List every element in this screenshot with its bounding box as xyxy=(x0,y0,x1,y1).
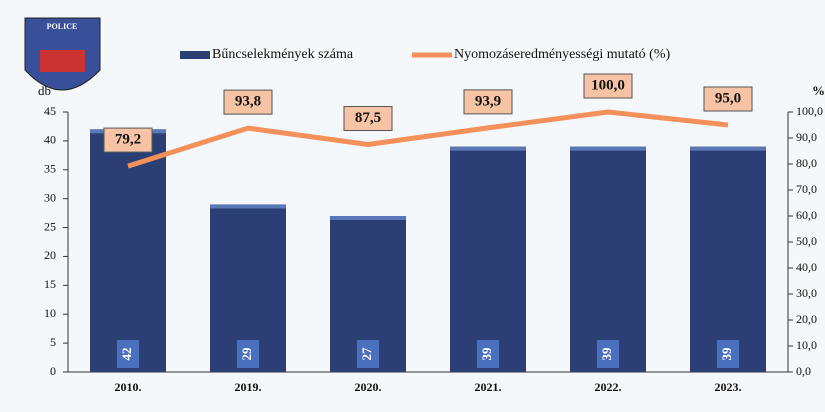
y-tick-label: 30 xyxy=(44,190,56,204)
x-tick-label: 2019. xyxy=(235,380,262,394)
y-axis-label: db xyxy=(38,83,51,98)
logo-stripe xyxy=(40,50,85,72)
line-label: 100,0 xyxy=(591,77,625,93)
y2-tick-label: 10,0 xyxy=(796,338,817,352)
x-tick-label: 2020. xyxy=(355,380,382,394)
y2-tick-label: 70,0 xyxy=(796,182,817,196)
y-tick-label: 45 xyxy=(44,104,56,118)
bar-label: 27 xyxy=(359,347,374,361)
y-tick-label: 40 xyxy=(44,133,56,147)
x-tick-label: 2023. xyxy=(715,380,742,394)
y2-axis-label: % xyxy=(812,83,825,98)
line-label: 93,8 xyxy=(235,94,261,110)
logo-text: POLICE xyxy=(47,22,78,31)
y2-tick-label: 40,0 xyxy=(796,260,817,274)
y2-tick-label: 0,0 xyxy=(796,364,811,378)
y-tick-label: 0 xyxy=(50,364,56,378)
line-label: 95,0 xyxy=(715,90,741,106)
y-tick-label: 15 xyxy=(44,277,56,291)
y-tick-label: 25 xyxy=(44,219,56,233)
line-label: 87,5 xyxy=(355,110,381,126)
bar-highlight xyxy=(690,147,766,151)
y-tick-label: 5 xyxy=(50,335,56,349)
y2-tick-label: 80,0 xyxy=(796,156,817,170)
bar-highlight xyxy=(330,216,406,220)
y-tick-label: 20 xyxy=(44,248,56,262)
bar xyxy=(570,147,646,372)
line-label: 93,9 xyxy=(475,93,501,109)
chart: POLICE db % 0 5 10 15 20 25 30 35 40 45 0,0 10,0 20,… xyxy=(0,0,825,412)
y2-tick-label: 20,0 xyxy=(796,312,817,326)
line-label: 79,2 xyxy=(115,132,141,148)
y-tick-label: 10 xyxy=(44,306,56,320)
bar xyxy=(690,147,766,372)
legend-label: Nyomozáseredményességi mutató (%) xyxy=(454,47,670,62)
bar-label: 29 xyxy=(239,347,254,361)
bar-label: 39 xyxy=(599,347,614,361)
y2-tick-label: 100,0 xyxy=(796,104,823,118)
y2-tick-label: 60,0 xyxy=(796,208,817,222)
bar-label: 42 xyxy=(119,348,134,361)
x-tick-label: 2021. xyxy=(475,380,502,394)
bar-highlight xyxy=(570,147,646,151)
y2-tick-label: 30,0 xyxy=(796,286,817,300)
x-tick-label: 2022. xyxy=(595,380,622,394)
legend-label: Bűncselekmények száma xyxy=(212,47,354,62)
bar-highlight xyxy=(210,204,286,208)
logo: POLICE xyxy=(25,18,100,90)
bar-highlight xyxy=(450,147,526,151)
bar-label: 39 xyxy=(479,347,494,361)
x-tick-label: 2010. xyxy=(115,380,142,394)
bar-label: 39 xyxy=(719,347,734,361)
legend-swatch xyxy=(180,51,210,59)
y2-tick-label: 50,0 xyxy=(796,234,817,248)
y-tick-label: 35 xyxy=(44,162,56,176)
page: POLICE db % 0 5 10 15 20 25 30 35 40 45 0,0 10,0 20,… xyxy=(0,0,825,412)
bar xyxy=(450,147,526,372)
y2-tick-label: 90,0 xyxy=(796,130,817,144)
